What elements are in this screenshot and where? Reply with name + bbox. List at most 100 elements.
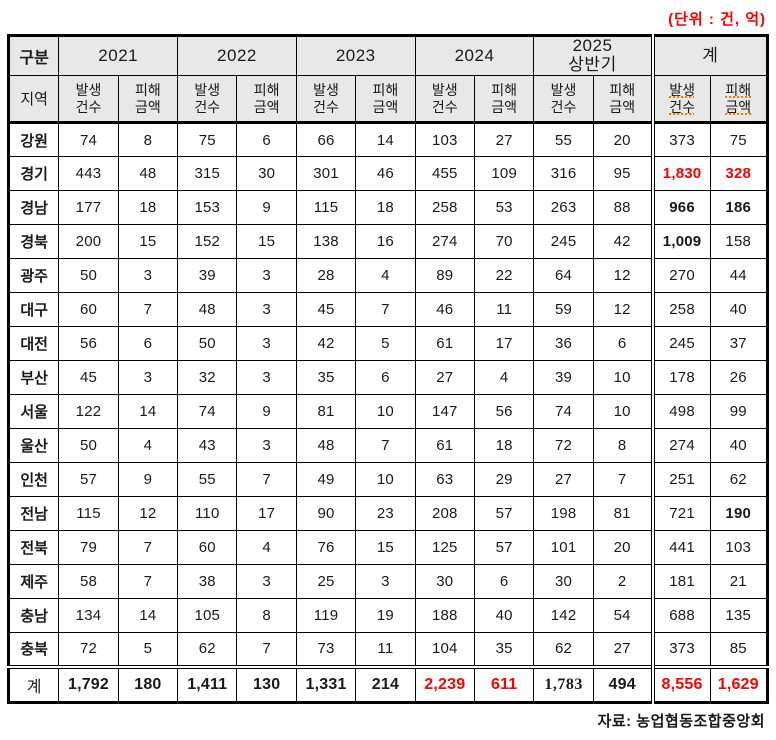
value-cell: 61 [414, 326, 475, 361]
value-cell: 115 [295, 190, 357, 225]
region-label: 충북 [7, 632, 60, 667]
value-cell: 50 [177, 326, 238, 361]
value-cell: 14 [355, 122, 416, 157]
value-cell: 188 [414, 598, 475, 633]
value-cell: 214 [355, 664, 416, 703]
value-cell: 19 [355, 598, 416, 633]
value-cell: 328 [709, 156, 768, 191]
value-cell: 76 [295, 530, 357, 565]
value-cell: 109 [473, 156, 535, 191]
value-cell: 178 [650, 360, 711, 395]
value-cell: 6 [592, 326, 654, 361]
value-cell: 177 [58, 190, 119, 225]
value-cell: 40 [709, 292, 768, 327]
table-row: 충북 72 5 62 7 73 11 104 35 62 27 373 85 [7, 632, 768, 667]
value-cell: 7 [117, 564, 179, 599]
value-cell: 50 [58, 258, 119, 293]
region-label: 대구 [7, 292, 60, 327]
value-cell: 18 [117, 190, 179, 225]
value-cell: 62 [709, 462, 768, 497]
value-cell: 7 [355, 428, 416, 463]
value-cell: 74 [58, 122, 119, 157]
value-cell: 48 [295, 428, 357, 463]
region-label: 광주 [7, 258, 60, 293]
region-label: 전남 [7, 496, 60, 531]
value-cell: 57 [58, 462, 119, 497]
subheader-case-count: 발생 건수 [295, 75, 357, 124]
value-cell: 60 [58, 292, 119, 327]
year-header-2025상반기: 2025 상반기 [533, 35, 654, 76]
value-cell: 101 [533, 530, 594, 565]
value-cell: 27 [473, 122, 535, 157]
value-cell: 9 [117, 462, 179, 497]
year-header-2023: 2023 [295, 35, 416, 76]
unit-label: (단위 : 건, 억) [668, 11, 766, 28]
header-row-years: 구분 2021 2022 2023 2024 2025 상반기 계 [7, 35, 768, 76]
value-cell: 181 [650, 564, 711, 599]
value-cell: 35 [295, 360, 357, 395]
value-cell: 4 [355, 258, 416, 293]
value-cell: 20 [592, 122, 654, 157]
source-label: 자료: 농업협동조합중앙회 [597, 713, 765, 730]
value-cell: 7 [355, 292, 416, 327]
value-cell: 42 [592, 224, 654, 259]
table-row: 대구 60 7 48 3 45 7 46 11 59 12 258 40 [7, 292, 768, 327]
value-cell: 7 [236, 632, 297, 667]
value-cell: 1,411 [177, 664, 238, 703]
squiggle-underlined-text: 발생 [669, 81, 695, 98]
value-cell: 3 [236, 360, 297, 395]
total-row: 계 1,792 180 1,411 130 1,331 214 2,239 611 1,783 49… [7, 664, 768, 703]
value-cell: 12 [592, 292, 654, 327]
value-cell: 40 [709, 428, 768, 463]
value-cell: 9 [236, 394, 297, 429]
value-cell: 57 [473, 496, 535, 531]
value-cell: 17 [473, 326, 535, 361]
table-row: 경기 443 48 315 30 301 46 455 109 316 95 1,830 328 [7, 156, 768, 191]
value-cell: 36 [533, 326, 594, 361]
value-cell: 198 [533, 496, 594, 531]
value-cell: 38 [177, 564, 238, 599]
value-cell: 125 [414, 530, 475, 565]
region-label: 전북 [7, 530, 60, 565]
region-label: 울산 [7, 428, 60, 463]
region-label: 충남 [7, 598, 60, 633]
value-cell: 40 [473, 598, 535, 633]
value-cell: 119 [295, 598, 357, 633]
value-cell: 18 [473, 428, 535, 463]
value-cell: 3 [117, 360, 179, 395]
value-cell: 3 [236, 326, 297, 361]
value-cell: 7 [117, 292, 179, 327]
year-header-계: 계 [650, 35, 768, 76]
value-cell: 48 [117, 156, 179, 191]
value-cell: 56 [473, 394, 535, 429]
value-cell: 23 [355, 496, 416, 531]
value-cell: 441 [650, 530, 711, 565]
value-cell: 12 [117, 496, 179, 531]
corner-header-region: 지역 [7, 75, 60, 124]
value-cell: 70 [473, 224, 535, 259]
value-cell: 245 [533, 224, 594, 259]
value-cell: 16 [355, 224, 416, 259]
value-cell: 147 [414, 394, 475, 429]
value-cell: 1,830 [650, 156, 711, 191]
value-cell: 26 [709, 360, 768, 395]
value-cell: 110 [177, 496, 238, 531]
table-header: 구분 2021 2022 2023 2024 2025 상반기 계 지역 발생 건수 피해 금액 발… [7, 35, 768, 124]
value-cell: 1,783 [533, 664, 594, 703]
value-cell: 35 [473, 632, 535, 667]
value-cell: 63 [414, 462, 475, 497]
value-cell: 8,556 [650, 664, 711, 703]
year-header-2024: 2024 [414, 35, 535, 76]
region-label: 서울 [7, 394, 60, 429]
value-cell: 130 [236, 664, 297, 703]
value-cell: 5 [355, 326, 416, 361]
value-cell: 54 [592, 598, 654, 633]
value-cell: 39 [533, 360, 594, 395]
value-cell: 135 [709, 598, 768, 633]
value-cell: 14 [117, 598, 179, 633]
value-cell: 3 [117, 258, 179, 293]
value-cell: 79 [58, 530, 119, 565]
value-cell: 5 [117, 632, 179, 667]
value-cell: 8 [236, 598, 297, 633]
table-row: 대전 56 6 50 3 42 5 61 17 36 6 245 37 [7, 326, 768, 361]
